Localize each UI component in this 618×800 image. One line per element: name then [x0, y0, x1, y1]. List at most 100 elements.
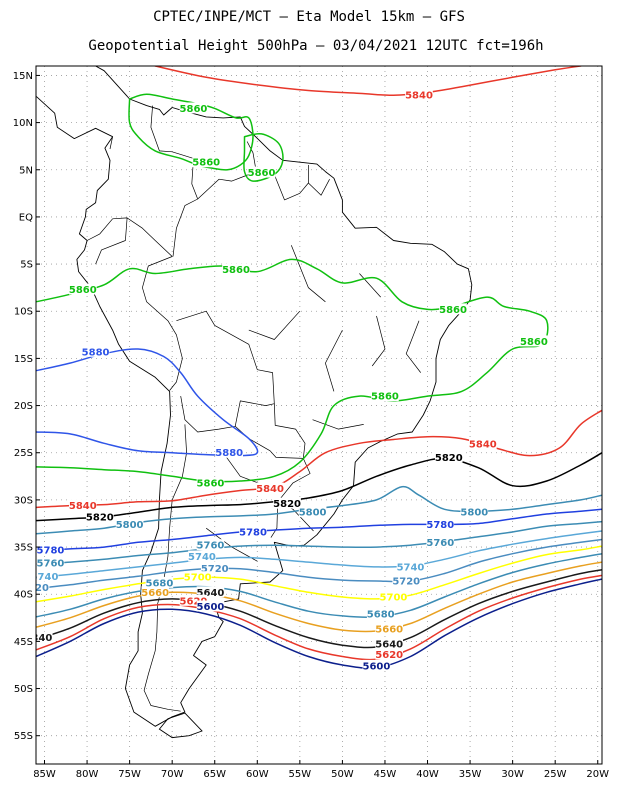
contour-label-5780: 5780: [37, 545, 65, 556]
country-border: [325, 329, 343, 392]
contour-label-backdrop: [81, 345, 110, 357]
contour-label-5860: 5860: [222, 265, 250, 276]
lat-tick-label: 20S: [14, 401, 33, 412]
contour-label-backdrop: [179, 102, 208, 114]
contour-5820: [36, 451, 602, 522]
contour-label-5740: 5740: [31, 572, 59, 583]
contour-label-5660: 5660: [141, 588, 169, 599]
contour-label-backdrop: [396, 560, 425, 572]
contour-label-backdrop: [200, 562, 229, 574]
country-border: [359, 273, 381, 298]
contour-label-backdrop: [375, 638, 404, 650]
title-line-1: CPTEC/INPE/MCT – Eta Model 15km – GFS: [153, 9, 465, 25]
contour-label-backdrop: [426, 536, 455, 548]
contour-label-5800: 5800: [299, 508, 327, 519]
axis-ticks: 15N 10N 5N EQ 5S 10S 15S 20S 25S 30S 35S 40S 45S 50S 5…: [13, 71, 609, 780]
lon-tick-label: 70W: [161, 769, 184, 780]
lat-tick-label: 5S: [20, 260, 33, 271]
lat-tick-label: 40S: [14, 590, 33, 601]
contour-label-5660: 5660: [375, 625, 403, 636]
coastline: [36, 66, 473, 727]
map-background: [36, 66, 602, 764]
contour-label-backdrop: [69, 283, 97, 295]
contour-label-5760: 5760: [197, 541, 225, 552]
map-frame: [35, 65, 603, 765]
contour-label-5640: 5640: [375, 640, 403, 651]
geography: [36, 66, 473, 739]
contour-5840: [36, 409, 602, 509]
contour-label-backdrop: [298, 506, 327, 518]
contour-label-backdrop: [141, 586, 169, 598]
contour-label-backdrop: [196, 586, 225, 598]
contour-label-backdrop: [239, 525, 267, 537]
lat-tick-label: 15N: [13, 71, 33, 82]
contour-label-5820: 5820: [435, 453, 463, 464]
contour-label-5740: 5740: [188, 552, 216, 563]
lat-tick-label: 55S: [14, 731, 33, 742]
contour-label-5880: 5880: [215, 448, 243, 459]
contour-label-backdrop: [247, 166, 276, 178]
contour-label-backdrop: [192, 156, 221, 168]
contour-label-backdrop: [179, 594, 208, 606]
contour-label-5800: 5800: [460, 508, 488, 519]
contour-label-backdrop: [439, 303, 467, 315]
contour-label-5780: 5780: [426, 520, 454, 531]
contour-label-5860: 5860: [520, 337, 548, 348]
contour-label-5820: 5820: [273, 499, 301, 510]
contour-5760: [36, 520, 602, 565]
lon-tick-label: 75W: [118, 769, 141, 780]
country-border: [109, 136, 113, 150]
contour-label-backdrop: [371, 390, 399, 402]
contour-label-5720: 5720: [392, 577, 420, 588]
country-border: [312, 419, 364, 430]
contour-label-backdrop: [426, 518, 455, 530]
contour-label-5680: 5680: [145, 578, 173, 589]
lon-tick-label: 80W: [76, 769, 99, 780]
contour-label-5620: 5620: [180, 596, 208, 607]
contour-label-5860: 5860: [197, 478, 225, 489]
lat-tick-label: 10N: [13, 118, 33, 129]
lon-tick-label: 85W: [33, 769, 56, 780]
contour-label-backdrop: [520, 335, 548, 347]
title-line-2: Geopotential Height 500hPa – 03/04/2021 …: [88, 38, 543, 54]
country-border: [248, 310, 301, 340]
contour-label-5640: 340: [32, 633, 53, 644]
contour-label-backdrop: [183, 571, 212, 583]
contour-label-backdrop: [375, 623, 404, 635]
lat-tick-label: 10S: [14, 307, 33, 318]
country-border: [222, 452, 266, 487]
contour-label-5860: 5860: [69, 285, 97, 296]
contour-label-5700: 5700: [380, 593, 408, 604]
contour-label-backdrop: [362, 659, 391, 671]
contour-lines: 5880 5880 5860 5860 5860 5860 5860 5860 5840 5840…: [31, 66, 602, 672]
contour-label-backdrop: [196, 539, 225, 551]
contour-label-5800: 5800: [116, 520, 144, 531]
contour-5640: [36, 568, 602, 649]
lon-tick-label: 25W: [544, 769, 567, 780]
contour-label-5880: 5880: [82, 347, 110, 358]
contour-5660: [36, 561, 602, 633]
lon-tick-label: 65W: [203, 769, 226, 780]
tierra-del-fuego-coast: [158, 712, 203, 739]
contour-label-5600: 5600: [363, 661, 391, 672]
country-border: [126, 217, 173, 257]
contour-5880: [36, 348, 259, 457]
lon-tick-label: 45W: [374, 769, 397, 780]
contour-label-backdrop: [115, 518, 144, 530]
contour-label-5840: 5840: [69, 501, 97, 512]
contour-5680: [36, 552, 602, 619]
lat-tick-label: 5N: [19, 165, 33, 176]
contour-label-5700: 5700: [184, 573, 212, 584]
contour-label-5720: 5720: [201, 564, 229, 575]
lon-tick-label: 55W: [289, 769, 312, 780]
lon-tick-label: 60W: [246, 769, 269, 780]
lat-tick-label: 35S: [14, 543, 33, 554]
contour-label-backdrop: [196, 600, 225, 612]
lat-tick-label: 15S: [14, 354, 33, 365]
lat-tick-label: 30S: [14, 495, 33, 506]
contour-label-backdrop: [256, 482, 284, 494]
contour-label-5860: 5860: [248, 168, 276, 179]
contour-label-5860: 5860: [192, 158, 220, 169]
contour-label-5840: 5840: [405, 91, 433, 102]
